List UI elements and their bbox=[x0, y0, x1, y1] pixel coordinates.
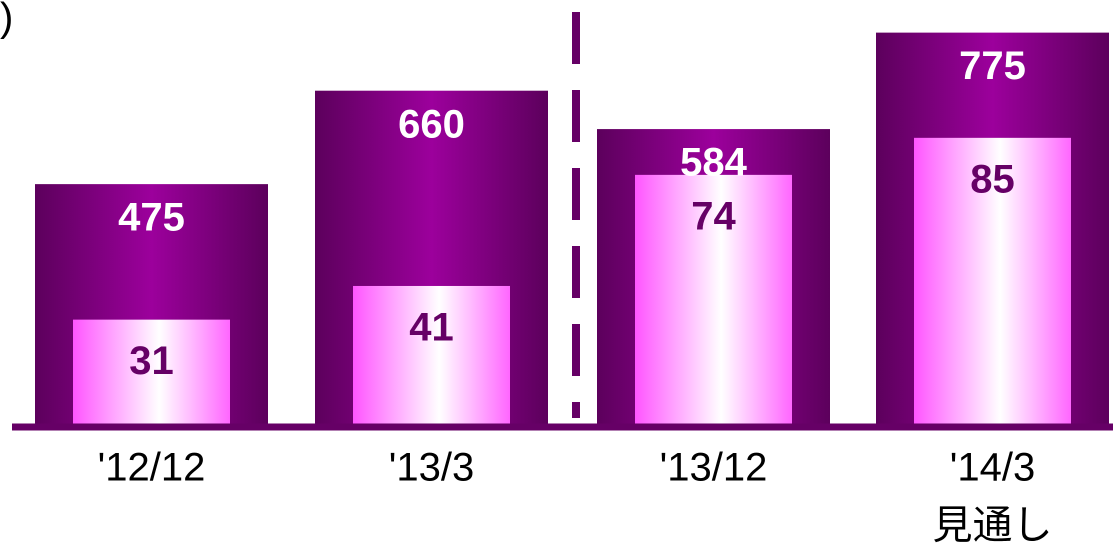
bars bbox=[35, 32, 1109, 425]
inner-value-label: 85 bbox=[970, 157, 1015, 201]
inner-value-label: 74 bbox=[691, 194, 736, 238]
x-tick-label: '14/3 bbox=[950, 446, 1036, 490]
inner-value-label: 31 bbox=[129, 339, 174, 383]
inner-value-label: 41 bbox=[409, 306, 454, 350]
inner-bar bbox=[635, 174, 792, 424]
x-tick-label: '12/12 bbox=[98, 446, 206, 490]
unit-label: ) bbox=[0, 0, 13, 40]
outer-value-label: 475 bbox=[118, 196, 185, 240]
inner-bar bbox=[914, 137, 1071, 425]
x-tick-label: '13/3 bbox=[389, 446, 475, 490]
inner-bar bbox=[73, 319, 230, 424]
x-tick-label: '13/12 bbox=[660, 446, 768, 490]
outer-value-label: 775 bbox=[959, 44, 1026, 88]
x-sub-label: 見通し bbox=[933, 504, 1053, 548]
outer-value-label: 584 bbox=[680, 141, 747, 185]
inner-bar bbox=[353, 285, 510, 424]
outer-value-label: 660 bbox=[398, 102, 465, 146]
